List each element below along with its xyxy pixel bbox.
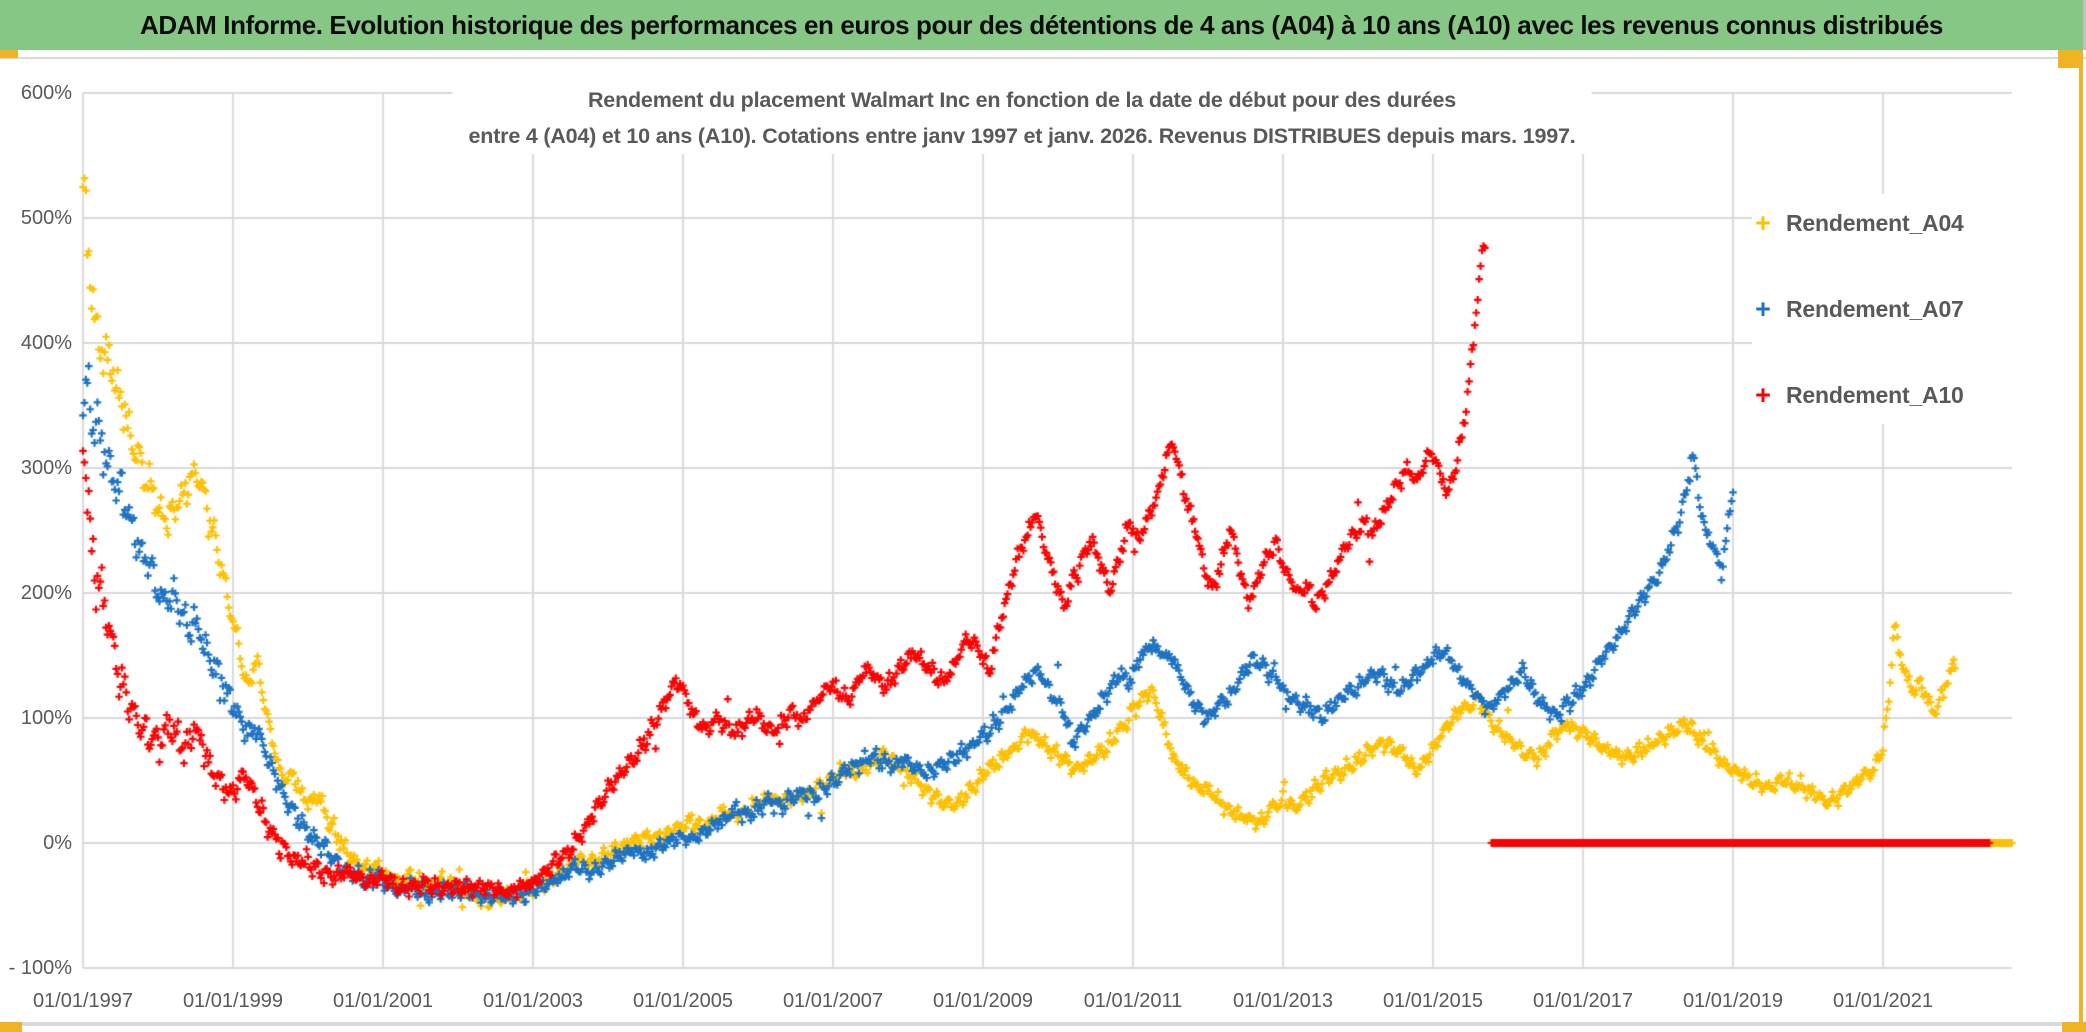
chart-legend[interactable]: + Rendement_A04 + Rendement_A07 + Rendement_A… [1752, 194, 2014, 424]
legend-item-rendement_a04[interactable]: + Rendement_A04 [1752, 200, 2014, 246]
legend-item-rendement_a10[interactable]: + Rendement_A10 [1752, 372, 2014, 418]
y-tick-label: 0% [43, 832, 72, 854]
x-tick-label: 01/01/2005 [632, 990, 734, 1012]
plus-marker-icon: + [1755, 380, 1771, 410]
x-tick-label: 01/01/2021 [1832, 990, 1934, 1012]
accent-bottom-right [2062, 1022, 2086, 1032]
x-tick-label: 01/01/2009 [932, 990, 1034, 1012]
y-tick-label: 600% [20, 82, 72, 104]
plus-marker-icon: + [1755, 294, 1771, 324]
x-tick-label: 01/01/2015 [1382, 990, 1484, 1012]
chart-title-line1: Rendement du placement Walmart Inc en fo… [587, 88, 1457, 112]
y-tick-label: 300% [20, 457, 72, 479]
chart-title: Rendement du placement Walmart Inc en fo… [452, 82, 1592, 154]
legend-label: Rendement_A04 [1786, 209, 1964, 236]
x-tick-label: 01/01/2003 [482, 990, 584, 1012]
chart-title-line2: entre 4 (A04) et 10 ans (A10). Cotations… [468, 124, 1576, 148]
plus-marker-icon: + [1755, 208, 1771, 238]
x-tick-label: 01/01/2019 [1682, 990, 1784, 1012]
x-tick-label: 01/01/2011 [1083, 990, 1183, 1012]
legend-label: Rendement_A10 [1786, 381, 1964, 408]
accent-bottom-left [0, 1022, 22, 1032]
y-tick-label: - 100% [8, 957, 72, 979]
x-tick-label: 01/01/1999 [182, 990, 284, 1012]
y-tick-label: 200% [20, 582, 72, 604]
x-tick-label: 01/01/2013 [1232, 990, 1334, 1012]
x-tick-label: 01/01/1997 [32, 990, 134, 1012]
y-tick-label: 500% [20, 207, 72, 229]
accent-top-right [2058, 50, 2082, 68]
accent-right-border [2079, 50, 2083, 1032]
x-tick-label: 01/01/2001 [332, 990, 434, 1012]
legend-item-rendement_a07[interactable]: + Rendement_A07 [1752, 286, 2014, 332]
accent-top-left [0, 50, 18, 58]
header-right-edge [2083, 0, 2086, 50]
y-tick-label: 100% [20, 707, 72, 729]
legend-label: Rendement_A07 [1786, 295, 1964, 322]
y-tick-label: 400% [20, 332, 72, 354]
x-tick-label: 01/01/2017 [1532, 990, 1634, 1012]
bottom-divider [0, 1022, 2086, 1026]
x-tick-label: 01/01/2007 [782, 990, 884, 1012]
